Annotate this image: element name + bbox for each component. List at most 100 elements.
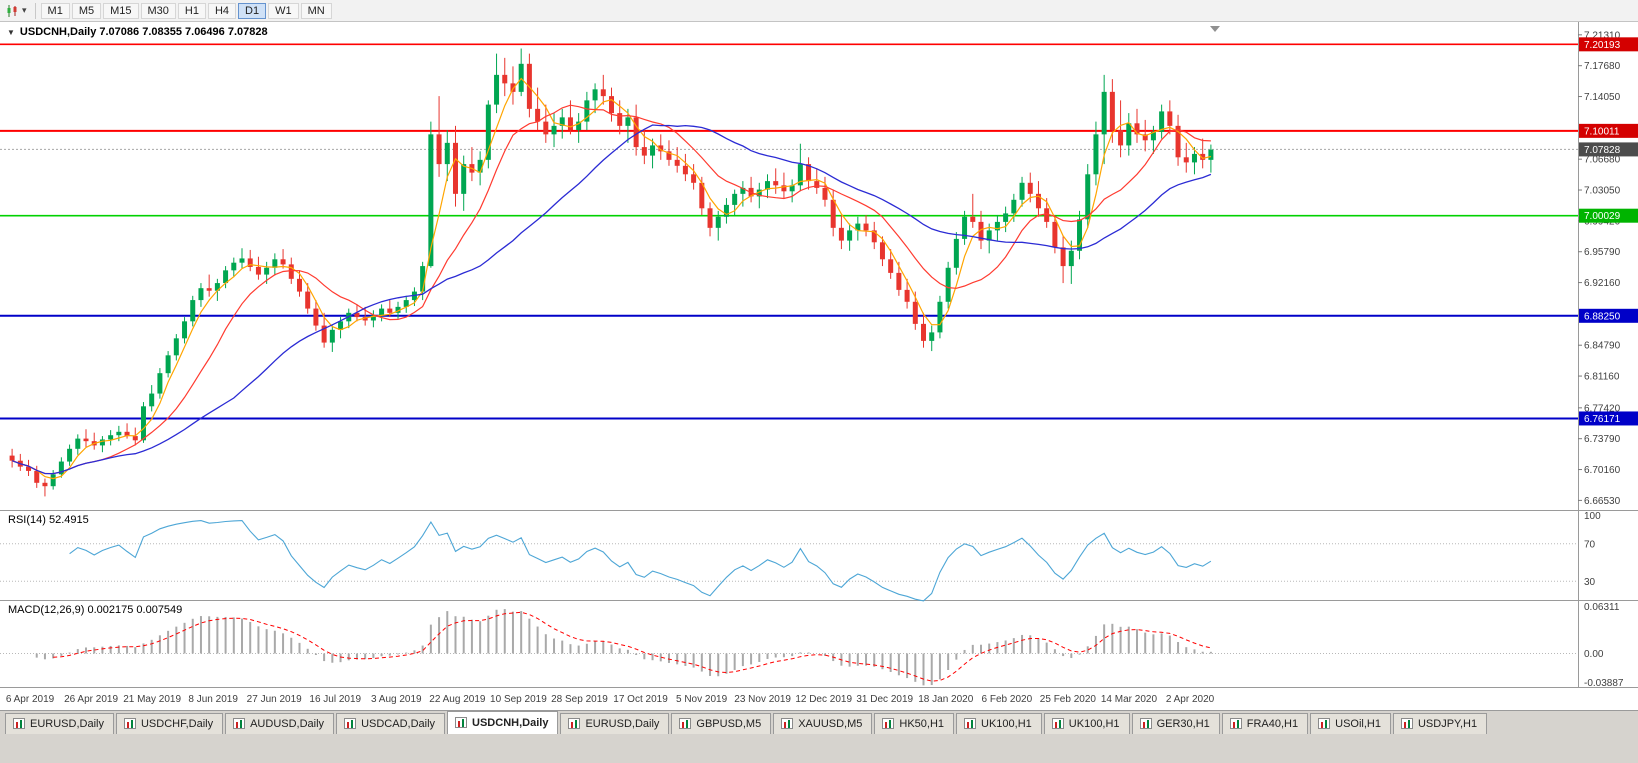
chart-shift-marker-icon[interactable]: [1210, 26, 1220, 32]
tab-label: FRA40,H1: [1246, 717, 1299, 730]
svg-text:3 Aug 2019: 3 Aug 2019: [371, 694, 422, 705]
chart-title-row: ▼ USDCNH,Daily 7.07086 7.08355 7.06496 7…: [7, 26, 268, 38]
tab-gbpusd-m5[interactable]: GBPUSD,M5: [671, 713, 772, 734]
chart-tab-icon: [233, 718, 246, 729]
svg-text:7.07828: 7.07828: [1584, 145, 1621, 156]
tab-label: EURUSD,Daily: [30, 717, 104, 730]
svg-text:16 Jul 2019: 16 Jul 2019: [309, 694, 361, 705]
macd-panel[interactable]: 0.06311 0.00 -0.03887: [0, 602, 1624, 689]
tab-eurusd-daily[interactable]: EURUSD,Daily: [560, 713, 670, 734]
tab-audusd-daily[interactable]: AUDUSD,Daily: [225, 713, 335, 734]
tab-eurusd-daily[interactable]: EURUSD,Daily: [5, 713, 114, 734]
chart-tab-icon: [964, 718, 977, 729]
tab-usoil-h1[interactable]: USOil,H1: [1310, 713, 1391, 734]
svg-text:22 Aug 2019: 22 Aug 2019: [429, 694, 486, 705]
chart-tab-icon: [123, 718, 136, 729]
svg-text:6.77420: 6.77420: [1584, 403, 1621, 414]
tab-ger30-h1[interactable]: GER30,H1: [1131, 713, 1220, 734]
tab-label: EURUSD,Daily: [585, 717, 660, 730]
tab-label: USOil,H1: [1335, 717, 1381, 730]
chart-type-icon[interactable]: [4, 3, 22, 19]
chart-tab-icon: [455, 717, 468, 728]
tab-label: AUDUSD,Daily: [250, 717, 325, 730]
chart-tab-icon: [781, 718, 794, 729]
svg-text:10 Sep 2019: 10 Sep 2019: [490, 694, 547, 705]
tab-label: USDCHF,Daily: [140, 717, 214, 730]
timeframe-button-w1[interactable]: W1: [268, 2, 299, 19]
tab-uk100-h1[interactable]: UK100,H1: [956, 713, 1042, 734]
ma-mid-line: [11, 104, 1211, 475]
svg-text:0.00: 0.00: [1584, 649, 1604, 660]
svg-text:0.06311: 0.06311: [1584, 602, 1620, 613]
rsi-label: RSI(14) 52.4915: [8, 514, 89, 526]
bottom-strip: [0, 734, 1638, 763]
svg-text:7.17680: 7.17680: [1584, 61, 1621, 72]
svg-text:100: 100: [1584, 511, 1601, 522]
chart-tabs: EURUSD,Daily USDCHF,Daily AUDUSD,Daily USDC…: [0, 710, 1638, 734]
timeframe-button-h4[interactable]: H4: [207, 2, 237, 19]
tab-usdjpy-h1[interactable]: USDJPY,H1: [1392, 713, 1488, 734]
timeframe-button-m5[interactable]: M5: [71, 2, 102, 19]
date-axis[interactable]: 6 Apr 2019 26 Apr 2019 21 May 2019 8 Jun 20…: [6, 694, 1215, 705]
price-axis[interactable]: 7.213107.176807.140507.066807.030506.994…: [1578, 30, 1621, 507]
chart-tab-icon: [344, 718, 357, 729]
chart-objects-marker-icon: ▼: [7, 27, 15, 37]
tab-label: USDCAD,Daily: [361, 717, 436, 730]
svg-text:7.10011: 7.10011: [1584, 126, 1620, 137]
ma-slow-line: [11, 124, 1212, 475]
svg-text:70: 70: [1584, 539, 1596, 550]
timeframe-button-h1[interactable]: H1: [177, 2, 206, 19]
ma-fast-line: [11, 77, 1212, 480]
chart-tab-icon: [1051, 718, 1064, 729]
svg-text:6.88250: 6.88250: [1584, 311, 1621, 322]
svg-text:12 Dec 2019: 12 Dec 2019: [795, 694, 852, 705]
tab-usdcnh-daily[interactable]: USDCNH,Daily: [447, 711, 559, 734]
svg-text:21 May 2019: 21 May 2019: [123, 694, 181, 705]
timeframe-button-m1[interactable]: M1: [40, 2, 70, 19]
svg-text:6.70160: 6.70160: [1584, 465, 1621, 476]
tab-label: USDCNH,Daily: [472, 716, 549, 729]
timeframe-button-m15[interactable]: M15: [103, 2, 139, 19]
tab-usdchf-daily[interactable]: USDCHF,Daily: [115, 713, 224, 734]
svg-text:17 Oct 2019: 17 Oct 2019: [613, 694, 668, 705]
tab-label: USDJPY,H1: [1417, 717, 1478, 730]
macd-histogram: [35, 609, 1212, 686]
tab-usdcad-daily[interactable]: USDCAD,Daily: [336, 713, 446, 734]
chart-type-dropdown-icon[interactable]: ▾: [22, 5, 27, 15]
svg-text:6.81160: 6.81160: [1584, 372, 1620, 383]
svg-text:6 Apr 2019: 6 Apr 2019: [6, 694, 55, 705]
tab-hk50-h1[interactable]: HK50,H1: [874, 713, 955, 734]
svg-text:7.21310: 7.21310: [1584, 30, 1621, 41]
chart-canvas[interactable]: 7.213107.176807.140507.066807.030506.994…: [0, 22, 1638, 710]
timeframe-button-d1[interactable]: D1: [238, 2, 267, 19]
svg-text:6.95790: 6.95790: [1584, 247, 1621, 258]
tab-xauusd-m5[interactable]: XAUUSD,M5: [773, 713, 873, 734]
horizontal-lines-layer: [0, 43, 1578, 420]
svg-text:6 Feb 2020: 6 Feb 2020: [982, 694, 1033, 705]
tab-uk100-h1[interactable]: UK100,H1: [1043, 713, 1130, 734]
svg-text:31 Dec 2019: 31 Dec 2019: [856, 694, 913, 705]
svg-text:14 Mar 2020: 14 Mar 2020: [1101, 694, 1158, 705]
rsi-line: [69, 520, 1212, 602]
svg-text:2 Apr 2020: 2 Apr 2020: [1166, 694, 1215, 705]
chart-tab-icon: [1318, 718, 1331, 729]
svg-text:7.14050: 7.14050: [1584, 92, 1621, 103]
timeframe-button-m30[interactable]: M30: [140, 2, 176, 19]
chart-area[interactable]: 7.213107.176807.140507.066807.030506.994…: [0, 22, 1638, 710]
svg-text:6.73790: 6.73790: [1584, 434, 1621, 445]
svg-text:7.03050: 7.03050: [1584, 186, 1621, 197]
price-badges-layer: 7.20193 7.10011 7.07828 7.00029 6.88250 6.761…: [1579, 37, 1638, 426]
candles-layer: [9, 48, 1214, 497]
tab-fra40-h1[interactable]: FRA40,H1: [1221, 713, 1309, 734]
rsi-panel[interactable]: 100 70 30: [0, 511, 1601, 602]
chart-title: USDCNH,Daily 7.07086 7.08355 7.06496 7.0…: [19, 26, 268, 38]
svg-text:-0.03887: -0.03887: [1584, 678, 1624, 689]
tab-label: GBPUSD,M5: [696, 717, 762, 730]
macd-signal-line: [53, 611, 1212, 682]
svg-text:7.20193: 7.20193: [1584, 40, 1621, 51]
svg-text:25 Feb 2020: 25 Feb 2020: [1040, 694, 1097, 705]
svg-text:7.00029: 7.00029: [1584, 211, 1621, 222]
timeframe-button-mn[interactable]: MN: [300, 2, 332, 19]
tab-label: UK100,H1: [1068, 717, 1120, 730]
